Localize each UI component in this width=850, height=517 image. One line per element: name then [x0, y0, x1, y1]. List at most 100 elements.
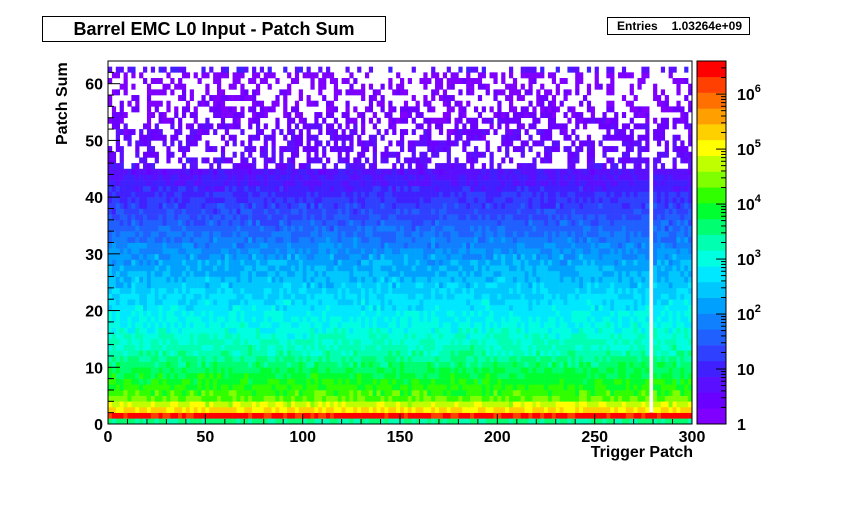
heatmap-cell [298, 66, 303, 73]
heatmap-cell [271, 140, 276, 147]
heatmap-cell [364, 316, 370, 323]
heatmap-cell [306, 214, 311, 221]
heatmap-cell [337, 316, 342, 323]
heatmap-cell [380, 372, 385, 379]
heatmap-cell [240, 350, 245, 357]
heatmap-cell [446, 168, 451, 175]
heatmap-cell [178, 140, 183, 147]
heatmap-cell [341, 214, 346, 221]
heatmap-cell [158, 180, 163, 187]
heatmap-cell [287, 378, 292, 385]
heatmap-cell [345, 214, 350, 221]
heatmap-cell [178, 95, 183, 101]
heatmap-cell [185, 174, 191, 181]
heatmap-cell [209, 180, 214, 187]
heatmap-cell [326, 395, 331, 402]
heatmap-cell [403, 117, 409, 124]
heatmap-cell [162, 287, 167, 294]
heatmap-cell [150, 344, 156, 351]
heatmap-cell [139, 310, 144, 317]
heatmap-cell [450, 191, 455, 198]
heatmap-cell [263, 248, 268, 255]
heatmap-cell [310, 321, 315, 328]
heatmap-cell [115, 327, 120, 334]
heatmap-cell [158, 367, 163, 374]
heatmap-cell [411, 231, 416, 238]
heatmap-cell [388, 293, 393, 300]
heatmap-cell [466, 174, 471, 181]
heatmap-cell [248, 310, 253, 317]
heatmap-cell [205, 219, 210, 226]
heatmap-cell [271, 310, 276, 317]
heatmap-cell [438, 412, 444, 419]
heatmap-cell [368, 344, 374, 351]
heatmap-cell [384, 321, 389, 328]
heatmap-cell [364, 418, 370, 425]
heatmap-cell [287, 236, 292, 243]
heatmap-cell [255, 253, 261, 260]
heatmap-cell [423, 151, 428, 158]
heatmap-cell [111, 157, 117, 164]
heatmap-cell [279, 276, 284, 283]
heatmap-cell [298, 361, 303, 368]
heatmap-cell [139, 418, 144, 425]
heatmap-cell [127, 129, 132, 136]
heatmap-cell [217, 344, 222, 351]
heatmap-cell [224, 197, 229, 204]
heatmap-cell [318, 214, 323, 221]
heatmap-cell [228, 304, 233, 311]
heatmap-cell [462, 338, 467, 345]
heatmap-cell [310, 304, 315, 311]
heatmap-cell [345, 202, 350, 209]
heatmap-cell [244, 367, 249, 374]
heatmap-cell [380, 338, 385, 345]
heatmap-cell [388, 174, 393, 181]
heatmap-cell [435, 202, 440, 209]
heatmap-cell [143, 163, 148, 170]
heatmap-cell [403, 214, 409, 221]
heatmap-cell [341, 333, 346, 340]
heatmap-cell [135, 327, 140, 334]
heatmap-cell [294, 355, 300, 362]
heatmap-cell [236, 372, 241, 379]
heatmap-cell [400, 146, 405, 153]
heatmap-cell [337, 174, 342, 181]
heatmap-cell [255, 219, 261, 226]
heatmap-cell [252, 412, 257, 419]
heatmap-cell [162, 248, 167, 255]
heatmap-cell [158, 389, 163, 396]
heatmap-cell [119, 146, 124, 153]
heatmap-cell [396, 338, 401, 345]
heatmap-cell [345, 78, 350, 84]
heatmap-cell [275, 401, 280, 408]
heatmap-cell [205, 225, 210, 232]
heatmap-cell [123, 406, 128, 413]
heatmap-cell [205, 265, 210, 272]
heatmap-cell [361, 361, 366, 368]
heatmap-cell [337, 378, 342, 385]
heatmap-cell [255, 338, 261, 345]
heatmap-cell [333, 83, 338, 90]
heatmap-cell [135, 231, 140, 238]
heatmap-cell [158, 89, 163, 96]
heatmap-cell [333, 117, 338, 124]
heatmap-cell [189, 242, 194, 249]
heatmap-cell [197, 78, 202, 84]
heatmap-cell [115, 202, 120, 209]
heatmap-cell [255, 367, 261, 374]
heatmap-cell [364, 157, 370, 164]
heatmap-cell [415, 412, 420, 419]
heatmap-cell [341, 412, 346, 419]
heatmap-cell [298, 287, 303, 294]
heatmap-cell [244, 344, 249, 351]
heatmap-cell [411, 401, 416, 408]
heatmap-cell [220, 151, 226, 158]
heatmap-cell [150, 214, 156, 221]
heatmap-cell [111, 372, 117, 379]
heatmap-cell [435, 355, 440, 362]
heatmap-cell [287, 202, 292, 209]
heatmap-cell [466, 287, 471, 294]
heatmap-cell [108, 185, 113, 192]
heatmap-cell [388, 180, 393, 187]
heatmap-cell [396, 344, 401, 351]
